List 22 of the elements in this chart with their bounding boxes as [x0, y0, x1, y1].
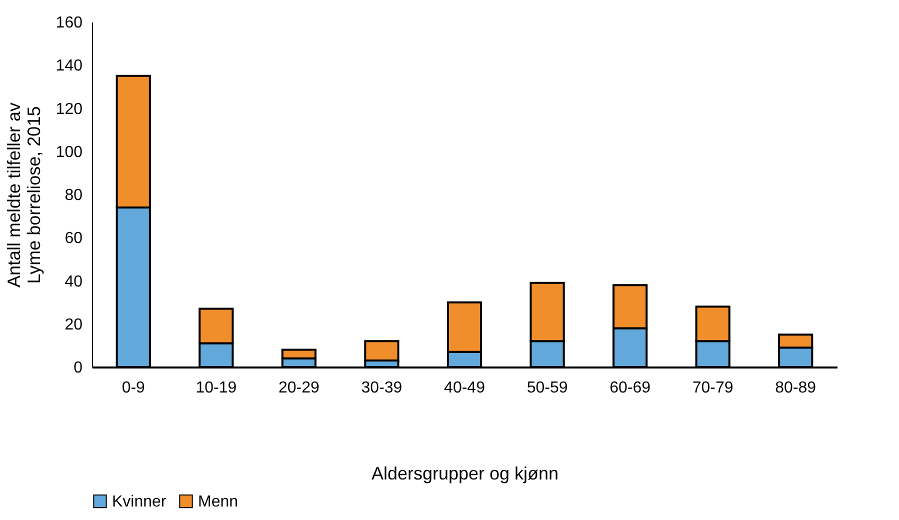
y-tick-label: 120: [56, 100, 83, 118]
x-tick-label: 30-39: [361, 380, 402, 396]
y-tick-label: 100: [56, 144, 83, 161]
x-tick-label: 70-79: [692, 380, 734, 396]
y-tick-label: 140: [56, 58, 83, 75]
x-tick-label: 60-69: [610, 380, 651, 396]
y-tick-label: 40: [64, 273, 83, 290]
y-tick-label: 0: [74, 360, 83, 376]
x-axis-title: Aldersgrupper og kjønn: [371, 464, 559, 484]
x-tick-label: 50-59: [526, 380, 568, 396]
y-tick-label: 60: [64, 230, 83, 248]
x-tick-label: 80-89: [775, 380, 816, 396]
legend-label: Menn: [198, 493, 238, 510]
x-tick-label: 10-19: [196, 380, 237, 396]
x-tick-label: 0-9: [122, 380, 146, 396]
y-tick-label: 20: [64, 316, 83, 334]
legend-label: Kvinner: [112, 493, 167, 510]
y-tick-label: 160: [56, 14, 83, 32]
x-tick-label: 20-29: [278, 380, 320, 396]
x-tick-label: 40-49: [444, 380, 486, 396]
y-tick-label: 80: [64, 187, 83, 204]
y-axis-title: Antall meldte tilfeller av Lyme borreliose, 2015: [4, 102, 44, 288]
